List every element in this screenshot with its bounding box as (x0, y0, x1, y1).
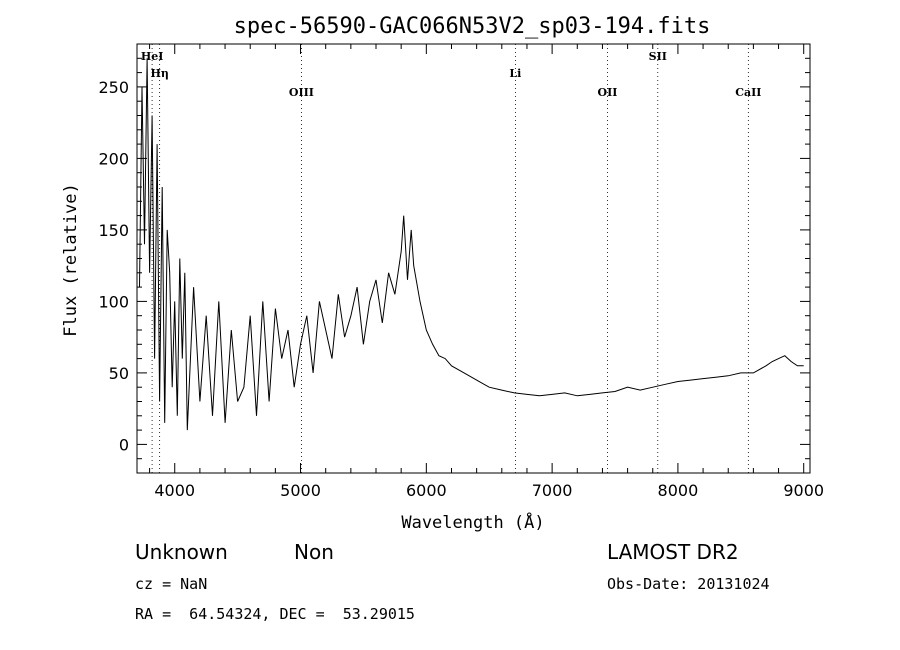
x-tick-label: 9000 (783, 481, 824, 500)
line-marker-label: Hη (150, 67, 168, 80)
y-tick-label: 150 (98, 221, 129, 240)
y-tick-label: 100 (98, 292, 129, 311)
x-tick-label: 4000 (154, 481, 195, 500)
plot-frame (136, 43, 811, 474)
y-tick-label: 50 (109, 364, 129, 383)
line-marker-label: OII (598, 86, 618, 99)
line-marker-label: HeI (141, 50, 164, 63)
x-axis-title: Wavelength (Å) (401, 511, 544, 533)
x-tick-label: 7000 (532, 481, 573, 500)
line-marker-label: Li (509, 67, 521, 80)
y-tick-label: 200 (98, 149, 129, 168)
axes: 4000 5000 6000 7000 8000 9000 0 50 100 150 200 250 (98, 44, 824, 500)
x-tick-label: 5000 (280, 481, 321, 500)
object-class: Unknown (135, 540, 228, 564)
y-tick-label: 0 (119, 435, 129, 454)
line-marker-label: CaII (735, 86, 761, 99)
y-tick-label: 250 (98, 78, 129, 97)
y-axis-title: Flux (relative) (61, 183, 81, 337)
object-subclass: Non (294, 540, 334, 564)
series-layer (139, 58, 804, 431)
line-marker-label: OIII (289, 86, 314, 99)
survey-name: LAMOST DR2 (607, 540, 739, 564)
spectrum-line (139, 58, 804, 431)
redshift-cz: cz = NaN (135, 575, 208, 593)
observation-date: Obs-Date: 20131024 (607, 575, 770, 593)
chart-title: spec-56590-GAC066N53V2_sp03-194.fits (234, 14, 711, 39)
line-markers: HeI Hη OIII Li OII SII CaII (141, 44, 761, 473)
x-tick-label: 6000 (406, 481, 447, 500)
x-tick-label: 8000 (658, 481, 699, 500)
coordinates: RA = 64.54324, DEC = 53.29015 (135, 605, 415, 623)
line-marker-label: SII (649, 50, 667, 63)
